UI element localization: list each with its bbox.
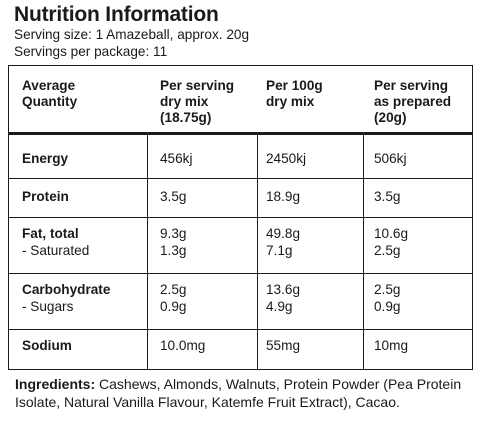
row-label-carbohydrate: Carbohydrate	[22, 282, 111, 297]
fat-per-serving-prepared: 10.6g	[374, 226, 409, 241]
saturated-per-serving-dry: 1.3g	[160, 243, 187, 258]
column-divider	[363, 135, 364, 369]
carbohydrate-per-serving-dry: 2.5g	[160, 282, 187, 297]
row-label-sodium: Sodium	[22, 338, 72, 353]
carbohydrate-per-serving-prepared: 2.5g	[374, 282, 401, 297]
saturated-per-serving-prepared: 2.5g	[374, 243, 401, 258]
protein-per-serving-prepared: 3.5g	[374, 189, 401, 204]
ingredients-label: Ingredients:	[15, 376, 96, 392]
energy-per-100g-dry: 2450kj	[266, 151, 307, 166]
row-divider	[9, 329, 472, 330]
header-per-serving-dry: Per serving dry mix (18.75g)	[160, 78, 235, 125]
sodium-per-serving-dry: 10.0mg	[160, 338, 206, 353]
nutrition-title: Nutrition Information	[14, 3, 219, 26]
sodium-per-serving-prepared: 10mg	[374, 338, 409, 353]
column-divider	[257, 135, 258, 369]
sugars-per-serving-dry: 0.9g	[160, 299, 187, 314]
sugars-per-serving-prepared: 0.9g	[374, 299, 401, 314]
row-divider	[9, 217, 472, 218]
header-per-100g-dry: Per 100g dry mix	[266, 78, 323, 109]
nutrition-table: Average Quantity Per serving dry mix (18…	[8, 65, 473, 370]
ingredients-list: Cashews, Almonds, Walnuts, Protein Powde…	[15, 376, 462, 410]
sugars-per-100g-dry: 4.9g	[266, 299, 293, 314]
row-label-protein: Protein	[22, 189, 69, 204]
row-label-saturated: - Saturated	[22, 243, 90, 258]
ingredients-text: Ingredients: Cashews, Almonds, Walnuts, …	[15, 375, 470, 411]
servings-per-package-text: Servings per package: 11	[14, 44, 168, 59]
row-divider	[9, 273, 472, 274]
sodium-per-100g-dry: 55mg	[266, 338, 301, 353]
saturated-per-100g-dry: 7.1g	[266, 243, 293, 258]
row-label-sugars: - Sugars	[22, 299, 74, 314]
row-divider	[9, 178, 472, 179]
fat-per-100g-dry: 49.8g	[266, 226, 301, 241]
column-divider	[147, 135, 148, 369]
header-average-quantity: Average Quantity	[22, 78, 78, 109]
protein-per-100g-dry: 18.9g	[266, 189, 301, 204]
fat-per-serving-dry: 9.3g	[160, 226, 187, 241]
row-label-fat-total: Fat, total	[22, 226, 79, 241]
header-divider	[9, 132, 472, 135]
carbohydrate-per-100g-dry: 13.6g	[266, 282, 301, 297]
serving-size-text: Serving size: 1 Amazeball, approx. 20g	[14, 27, 250, 42]
energy-per-serving-dry: 456kj	[160, 151, 193, 166]
protein-per-serving-dry: 3.5g	[160, 189, 187, 204]
energy-per-serving-prepared: 506kj	[374, 151, 407, 166]
row-label-energy: Energy	[22, 151, 69, 166]
header-per-serving-prepared: Per serving as prepared (20g)	[374, 78, 452, 125]
